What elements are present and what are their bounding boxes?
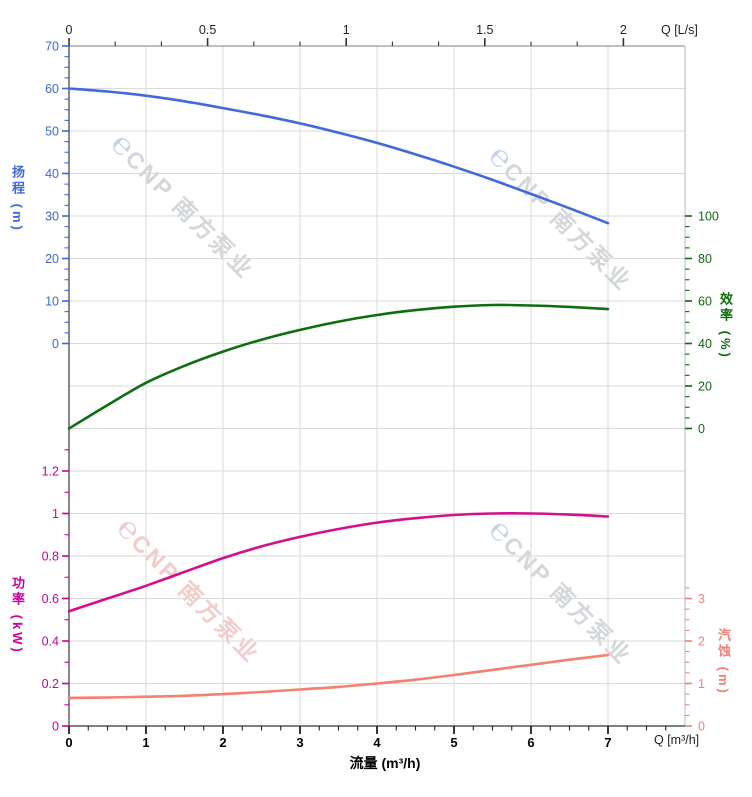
bottom-axis-tick-label: 5 xyxy=(450,735,457,750)
bottom-axis-unit: Q [m³/h] xyxy=(654,733,700,747)
efficiency-axis-tick-label: 100 xyxy=(698,210,719,224)
power-axis-tick-label: 1.2 xyxy=(42,465,59,479)
power-axis-tick-label: 0.2 xyxy=(42,677,59,691)
power-axis-tick-label: 1 xyxy=(52,507,59,521)
efficiency-axis-tick-label: 0 xyxy=(698,422,705,436)
curve-npsh xyxy=(67,653,610,700)
top-axis-tick-label: 0.5 xyxy=(199,23,216,37)
bottom-axis-tick-label: 7 xyxy=(604,735,611,750)
power-axis-tick-label: 0.4 xyxy=(42,635,59,649)
power-axis-tick-label: 0 xyxy=(52,720,59,734)
efficiency-axis-tick-label: 80 xyxy=(698,252,712,266)
npsh-axis-tick-label: 0 xyxy=(698,720,705,734)
head-axis-tick-label: 40 xyxy=(45,167,59,181)
curve-power xyxy=(67,512,610,613)
bottom-axis-tick-label: 2 xyxy=(219,735,226,750)
power-axis-title: 功率 (kW) xyxy=(10,576,25,655)
efficiency-axis-title: 效率 (%) xyxy=(718,292,733,360)
top-axis-tick-label: 0 xyxy=(66,23,73,37)
top-axis-tick-label: 2 xyxy=(620,23,627,37)
efficiency-axis-tick-label: 20 xyxy=(698,380,712,394)
top-axis-tick-label: 1 xyxy=(343,23,350,37)
bottom-axis-tick-label: 0 xyxy=(65,735,72,750)
bottom-axis-tick-label: 4 xyxy=(373,735,381,750)
head-axis-tick-label: 60 xyxy=(45,82,59,96)
bottom-axis-tick-label: 1 xyxy=(142,735,149,750)
npsh-axis-title: 汽蚀 (m) xyxy=(716,628,731,696)
bottom-axis-tick-label: 3 xyxy=(296,735,303,750)
top-axis-tick-label: 1.5 xyxy=(476,23,493,37)
head-axis-tick-label: 10 xyxy=(45,295,59,309)
efficiency-axis-tick-label: 60 xyxy=(698,295,712,309)
head-axis-tick-label: 50 xyxy=(45,125,59,139)
bottom-axis-label: 流量 (m³/h) xyxy=(349,755,421,771)
power-axis-tick-label: 0.8 xyxy=(42,550,59,564)
bottom-axis-tick-label: 6 xyxy=(527,735,534,750)
npsh-axis-tick-label: 3 xyxy=(698,592,705,606)
top-axis-unit: Q [L/s] xyxy=(661,23,698,37)
curve-efficiency xyxy=(67,303,610,430)
efficiency-axis-tick-label: 40 xyxy=(698,337,712,351)
head-axis-tick-label: 70 xyxy=(45,40,59,54)
head-axis-tick-label: 30 xyxy=(45,210,59,224)
head-axis-title: 扬程 (m) xyxy=(10,165,25,233)
power-axis-tick-label: 0.6 xyxy=(42,592,59,606)
head-axis-tick-label: 0 xyxy=(52,337,59,351)
npsh-axis-tick-label: 2 xyxy=(698,635,705,649)
head-axis-tick-label: 20 xyxy=(45,252,59,266)
curve-head xyxy=(67,87,610,225)
npsh-axis-tick-label: 1 xyxy=(698,677,705,691)
